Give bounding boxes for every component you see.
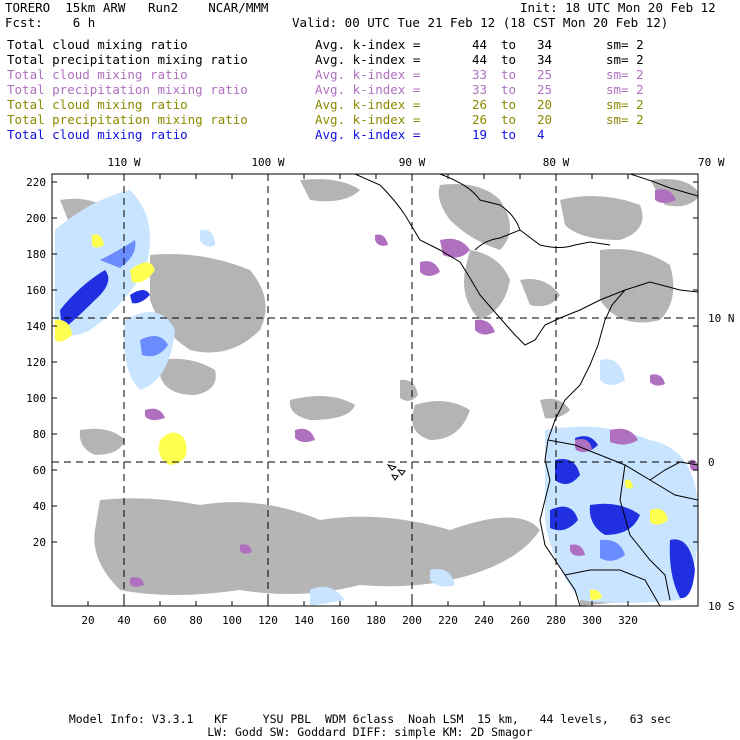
legend-kindex-to: 4 <box>537 127 545 142</box>
y-tick-marks <box>52 181 698 543</box>
map-fields <box>55 174 698 606</box>
legend-to-word: to <box>501 37 517 52</box>
legend-kindex-from: 33 <box>472 82 488 97</box>
legend-smoothing: sm= 2 <box>606 112 644 127</box>
legend-to-word: to <box>501 52 517 67</box>
x-tick-label: 280 <box>546 614 566 627</box>
y-tick-labels: 220 200 180 160 140 120 100 80 60 40 20 <box>26 176 46 549</box>
legend-smoothing: sm= 2 <box>606 67 644 82</box>
y-tick-label: 200 <box>26 212 46 225</box>
x-tick-labels: 20 40 60 80 100 120 140 160 180 200 220 240 260 280 30… <box>81 614 638 627</box>
legend-smoothing: sm= 2 <box>606 97 644 112</box>
right-lat-labels: 10 N 0 10 S <box>708 312 735 613</box>
forecast-hour: Fcst: 6 h <box>5 15 96 30</box>
legend-kindex-label: Avg. k-index = <box>315 127 421 142</box>
x-tick-marks <box>87 174 629 606</box>
legend-kindex-label: Avg. k-index = <box>315 52 421 67</box>
y-tick-label: 220 <box>26 176 46 189</box>
right-lat-label: 0 <box>708 456 715 469</box>
legend-kindex-from: 44 <box>472 37 488 52</box>
y-tick-label: 180 <box>26 248 46 261</box>
top-lon-label: 80 W <box>543 156 570 169</box>
coastlines <box>354 174 698 606</box>
legend-kindex-to: 20 <box>537 97 553 112</box>
legend-to-word: to <box>501 127 517 142</box>
y-tick-label: 160 <box>26 284 46 297</box>
x-tick-label: 140 <box>294 614 314 627</box>
y-tick-label: 80 <box>33 428 46 441</box>
legend-to-word: to <box>501 82 517 97</box>
legend-kindex-to: 25 <box>537 82 553 97</box>
legend-kindex-label: Avg. k-index = <box>315 37 421 52</box>
plot-frame <box>51 173 699 607</box>
x-tick-label: 40 <box>117 614 130 627</box>
x-tick-label: 160 <box>330 614 350 627</box>
legend-to-word: to <box>501 112 517 127</box>
top-lon-label: 100 W <box>251 156 284 169</box>
legend-to-word: to <box>501 67 517 82</box>
legend-smoothing: sm= 2 <box>606 82 644 97</box>
legend-kindex-from: 26 <box>472 112 488 127</box>
model-title: TORERO 15km ARW Run2 NCAR/MMM <box>5 0 269 15</box>
legend-field-name: Total cloud mixing ratio <box>7 67 188 82</box>
y-tick-label: 100 <box>26 392 46 405</box>
legend-kindex-from: 33 <box>472 67 488 82</box>
x-tick-label: 260 <box>510 614 530 627</box>
legend-to-word: to <box>501 97 517 112</box>
x-tick-label: 240 <box>474 614 494 627</box>
legend-kindex-to: 20 <box>537 112 553 127</box>
legend-kindex-to: 25 <box>537 67 553 82</box>
legend-kindex-label: Avg. k-index = <box>315 97 421 112</box>
top-lon-labels: 110 W 100 W 90 W 80 W 70 W <box>107 156 724 169</box>
purple-field <box>130 189 698 587</box>
right-lat-label: 10 S <box>708 600 735 613</box>
legend-kindex-to: 34 <box>537 37 553 52</box>
x-tick-label: 20 <box>81 614 94 627</box>
model-info-line1: Model Info: V3.3.1 KF YSU PBL WDM 6class… <box>68 712 672 726</box>
y-tick-label: 140 <box>26 320 46 333</box>
yellow-field <box>55 234 668 600</box>
init-time: Init: 18 UTC Mon 20 Feb 12 <box>520 0 716 15</box>
x-tick-label: 300 <box>582 614 602 627</box>
legend-field-name: Total precipitation mixing ratio <box>7 52 248 67</box>
y-tick-label: 60 <box>33 464 46 477</box>
legend-field-name: Total cloud mixing ratio <box>7 37 188 52</box>
legend-smoothing: sm= 2 <box>606 37 644 52</box>
top-lon-label: 90 W <box>399 156 426 169</box>
legend-field-name: Total precipitation mixing ratio <box>7 112 248 127</box>
x-tick-label: 320 <box>618 614 638 627</box>
top-lon-label: 110 W <box>107 156 140 169</box>
y-tick-label: 40 <box>33 500 46 513</box>
legend-kindex-from: 19 <box>472 127 488 142</box>
legend-smoothing: sm= 2 <box>606 52 644 67</box>
legend-kindex-to: 34 <box>537 52 553 67</box>
legend-kindex-label: Avg. k-index = <box>315 82 421 97</box>
legend-field-name: Total cloud mixing ratio <box>7 127 188 142</box>
legend-kindex-from: 44 <box>472 52 488 67</box>
legend-kindex-from: 26 <box>472 97 488 112</box>
x-tick-label: 100 <box>222 614 242 627</box>
model-info-line2: LW: Godd SW: Goddard DIFF: simple KM: 2D… <box>207 725 533 739</box>
legend-field-name: Total cloud mixing ratio <box>7 97 188 112</box>
x-tick-label: 220 <box>438 614 458 627</box>
x-tick-label: 200 <box>402 614 422 627</box>
legend-field-name: Total precipitation mixing ratio <box>7 82 248 97</box>
x-tick-label: 80 <box>189 614 202 627</box>
y-tick-label: 20 <box>33 536 46 549</box>
legend-kindex-label: Avg. k-index = <box>315 67 421 82</box>
gray-cloud-field <box>60 179 698 606</box>
x-tick-label: 180 <box>366 614 386 627</box>
latlon-grid <box>52 174 698 606</box>
x-tick-label: 120 <box>258 614 278 627</box>
y-tick-label: 120 <box>26 356 46 369</box>
x-tick-label: 60 <box>153 614 166 627</box>
top-lon-label: 70 W <box>698 156 725 169</box>
right-lat-label: 10 N <box>708 312 735 325</box>
valid-time: Valid: 00 UTC Tue 21 Feb 12 (18 CST Mon … <box>292 15 669 30</box>
legend-kindex-label: Avg. k-index = <box>315 112 421 127</box>
